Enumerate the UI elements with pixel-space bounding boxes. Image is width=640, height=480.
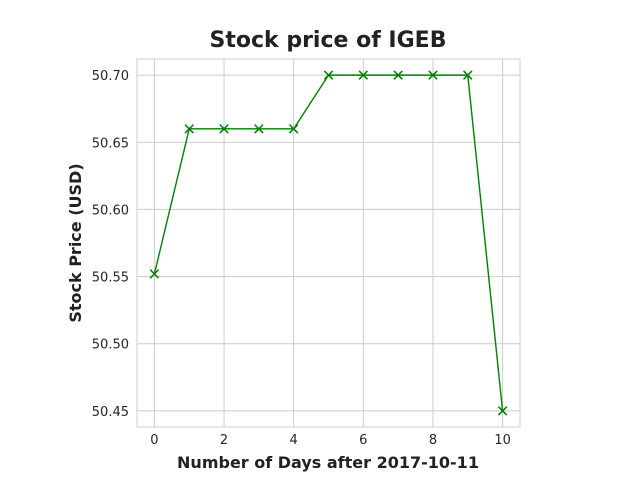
x-tick-label: 8 bbox=[429, 433, 437, 448]
plot-frame bbox=[136, 58, 521, 428]
data-point-marker bbox=[149, 269, 160, 279]
data-point-marker bbox=[254, 124, 264, 134]
marker-stroke bbox=[219, 124, 229, 134]
data-point-marker bbox=[497, 406, 508, 416]
data-point-marker bbox=[463, 70, 473, 80]
y-axis-ticks: 50.45 50.50 50.55 50.60 50.65 50.70 bbox=[92, 69, 129, 420]
marker-stroke bbox=[184, 124, 194, 134]
y-axis-label: Stock Price (USD) bbox=[66, 163, 85, 322]
x-tick-label: 6 bbox=[359, 433, 367, 448]
marker-stroke bbox=[254, 124, 264, 134]
x-tick-label: 2 bbox=[220, 433, 228, 448]
data-point-marker bbox=[288, 124, 299, 134]
marker-stroke bbox=[288, 124, 299, 134]
data-point-marker bbox=[393, 70, 403, 80]
chart-title: Stock price of IGEB bbox=[210, 28, 447, 53]
data-point-marker bbox=[358, 70, 369, 80]
y-tick-label: 50.60 bbox=[92, 203, 129, 218]
series-layer bbox=[149, 70, 508, 416]
y-tick-label: 50.70 bbox=[92, 69, 129, 84]
y-tick-label: 50.55 bbox=[92, 271, 129, 286]
marker-stroke bbox=[358, 70, 369, 80]
x-tick-label: 0 bbox=[150, 433, 158, 448]
marker-stroke bbox=[463, 70, 473, 80]
x-axis-label: Number of Days after 2017-10-11 bbox=[177, 453, 479, 472]
data-point-marker bbox=[428, 70, 438, 80]
marker-stroke bbox=[149, 269, 160, 279]
x-tick-label: 10 bbox=[494, 433, 511, 448]
y-tick-label: 50.45 bbox=[92, 405, 129, 420]
x-tick-label: 4 bbox=[290, 433, 298, 448]
marker-stroke bbox=[323, 70, 334, 80]
x-axis-ticks: 0 2 4 6 8 10 bbox=[150, 433, 511, 448]
marker-stroke bbox=[393, 70, 403, 80]
grid-layer bbox=[137, 59, 520, 427]
data-point-marker bbox=[323, 70, 334, 80]
data-point-marker bbox=[184, 124, 194, 134]
y-tick-label: 50.50 bbox=[92, 338, 129, 353]
data-point-marker bbox=[219, 124, 229, 134]
y-tick-label: 50.65 bbox=[92, 136, 129, 151]
marker-stroke bbox=[497, 406, 508, 416]
marker-stroke bbox=[428, 70, 438, 80]
